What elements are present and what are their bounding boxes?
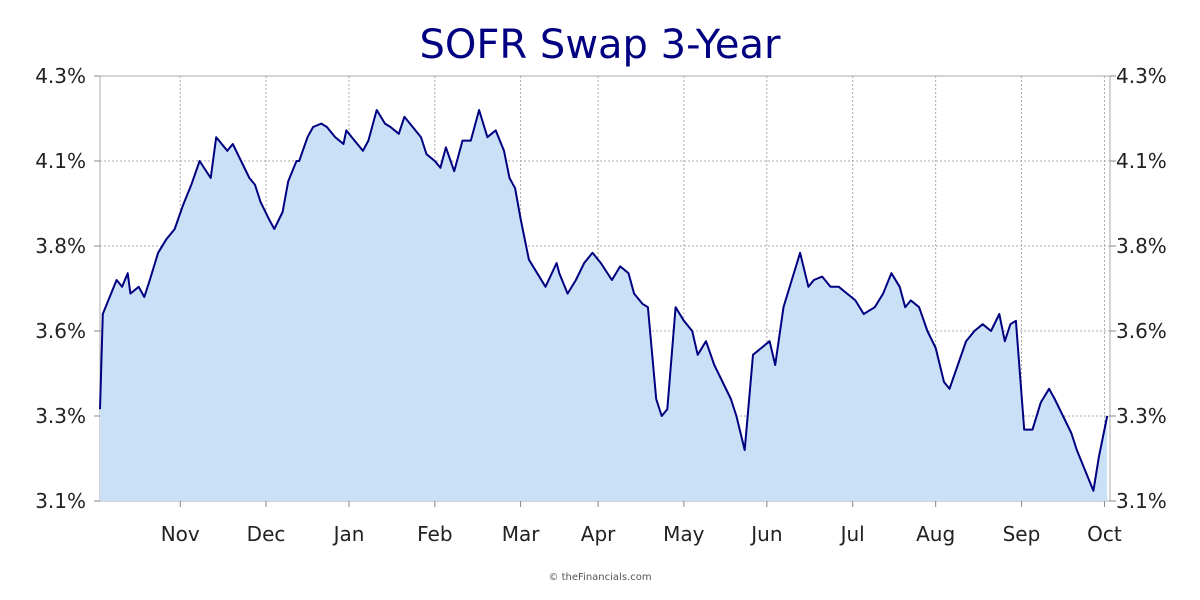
series-line [99, 109, 1109, 492]
y-tick-label-right: 3.8% [1116, 234, 1167, 258]
x-tick-label: Jul [839, 522, 865, 546]
y-tick-label-left: 3.6% [35, 319, 86, 343]
x-tick-label: Sep [1003, 522, 1041, 546]
x-tick-label: Nov [161, 522, 200, 546]
y-tick-label-right: 3.3% [1116, 404, 1167, 428]
y-tick-label-left: 4.1% [35, 149, 86, 173]
x-tick-label: Oct [1087, 522, 1122, 546]
y-tick-label-left: 3.3% [35, 404, 86, 428]
y-tick-label-right: 4.3% [1116, 64, 1167, 88]
y-tick-label-left: 4.3% [35, 64, 86, 88]
chart-title: SOFR Swap 3-Year [420, 22, 781, 68]
y-tick-label-left: 3.8% [35, 234, 86, 258]
x-tick-label: May [663, 522, 705, 546]
x-tick-label: Mar [502, 522, 541, 546]
credit-text: © theFinancials.com [548, 572, 651, 583]
x-axis: Nov Dec Jan Feb Mar Apr May Jun Jul Aug Sep Oct [161, 501, 1122, 546]
series-area-fill [100, 110, 1108, 501]
y-axis-left: 4.3% 4.1% 3.8% 3.6% 3.3% 3.1% [35, 64, 100, 513]
y-tick-label-right: 4.1% [1116, 149, 1167, 173]
x-tick-label: Jun [749, 522, 782, 546]
x-tick-label: Apr [581, 522, 616, 546]
x-tick-label: Feb [417, 522, 452, 546]
y-tick-label-right: 3.1% [1116, 489, 1167, 513]
y-tick-label-left: 3.1% [35, 489, 86, 513]
y-axis-right: 4.3% 4.1% 3.8% 3.6% 3.3% 3.1% [1110, 64, 1167, 513]
y-tick-label-right: 3.6% [1116, 319, 1167, 343]
x-tick-label: Aug [916, 522, 955, 546]
x-tick-label: Jan [332, 522, 365, 546]
x-tick-label: Dec [247, 522, 286, 546]
